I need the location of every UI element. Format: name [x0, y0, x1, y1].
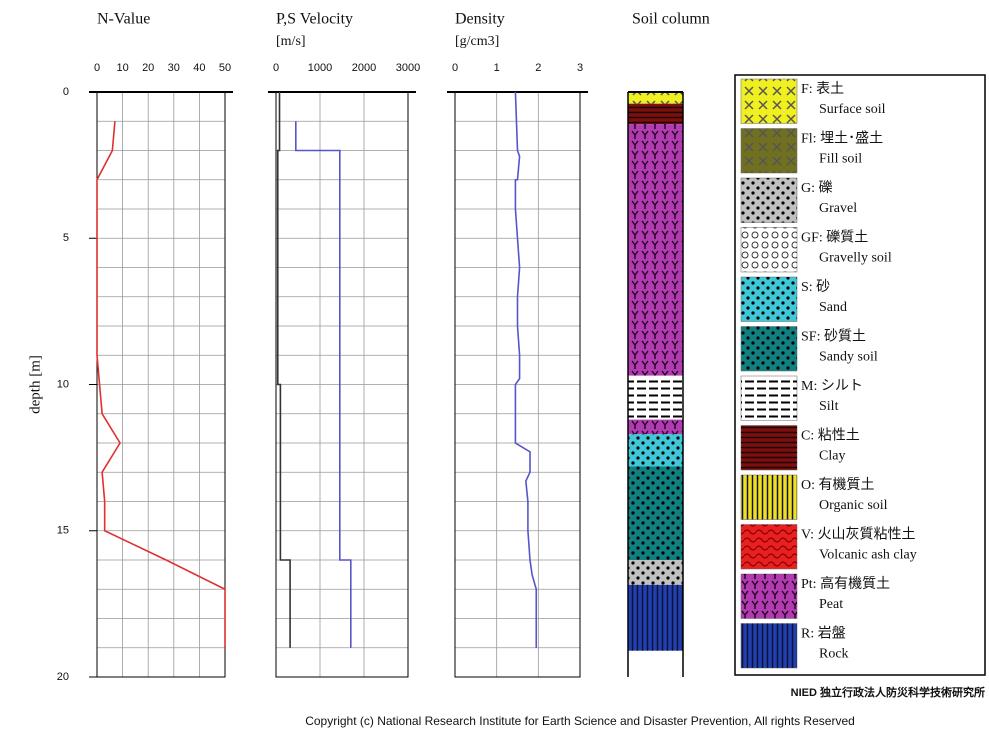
legend-sublabel: Sand	[819, 300, 847, 315]
layer-pattern	[628, 584, 683, 651]
layer-pattern	[628, 92, 683, 104]
x-tick-label: 40	[193, 62, 205, 74]
y-axis-label: depth [m]	[27, 355, 43, 414]
x-tick-label: 10	[116, 62, 128, 74]
legend-swatch-pattern	[741, 128, 797, 173]
layer-pattern	[628, 375, 683, 420]
legend-sublabel: Volcanic ash clay	[819, 548, 917, 563]
soil-layer	[628, 92, 683, 104]
legend-swatch-pattern	[741, 326, 797, 371]
soil-layer	[628, 124, 683, 376]
footer-org: NIED 独立行政法人防災科学技術研究所	[791, 685, 985, 699]
column-frame	[627, 92, 684, 677]
legend-label: V: 火山灰質粘性土	[801, 527, 915, 543]
y-tick-label: 10	[57, 378, 69, 390]
panel-title: N-Value	[97, 11, 150, 28]
legend-sublabel: Peat	[819, 597, 843, 612]
legend-label: M: シルト	[801, 379, 863, 394]
x-tick-label: 30	[168, 62, 180, 74]
layer-pattern	[628, 103, 683, 125]
footer-copyright: Copyright (c) National Research Institut…	[305, 714, 855, 728]
legend-sublabel: Sandy soil	[819, 350, 878, 365]
soil-layer	[628, 103, 683, 125]
y-tick-label: 15	[57, 525, 69, 537]
soil-layer	[628, 584, 683, 651]
legend-label: R: 岩盤	[801, 626, 846, 642]
y-tick-label: 20	[57, 671, 69, 683]
legend-sublabel: Rock	[819, 647, 849, 662]
legend-label: GF: 礫質土	[801, 230, 868, 246]
legend-swatch-pattern	[741, 178, 797, 223]
x-tick-label: 3	[577, 62, 583, 74]
legend-sublabel: Silt	[819, 399, 839, 414]
soil-layer	[628, 466, 683, 560]
legend-swatch-pattern	[741, 475, 797, 520]
x-tick-label: 1000	[308, 62, 332, 74]
legend-label: C: 粘性土	[801, 428, 860, 444]
soil-layer	[628, 434, 683, 467]
layer-pattern	[628, 434, 683, 467]
legend-swatch-pattern	[741, 574, 797, 619]
legend-swatch-pattern	[741, 79, 797, 124]
panel-title: Density	[455, 11, 505, 28]
legend-sublabel: Gravelly soil	[819, 251, 892, 266]
profile-line	[96, 121, 226, 648]
legend-swatch-pattern	[741, 623, 797, 668]
legend-swatch-pattern	[741, 524, 797, 569]
x-tick-label: 3000	[396, 62, 420, 74]
profile-line	[514, 91, 538, 648]
profile-line	[276, 92, 291, 648]
legend-sublabel: Gravel	[819, 201, 857, 216]
layer-pattern	[628, 466, 683, 560]
panel-title: Soil column	[632, 11, 710, 28]
x-tick-label: 0	[452, 62, 458, 74]
legend-box	[734, 74, 986, 676]
x-tick-label: 2	[535, 62, 541, 74]
x-tick-label: 50	[219, 62, 231, 74]
legend-label: SF: 砂質土	[801, 329, 866, 345]
x-tick-label: 1	[494, 62, 500, 74]
y-tick-label: 5	[63, 232, 69, 244]
legend-sublabel: Fill soil	[819, 152, 862, 167]
layer-pattern	[628, 419, 683, 435]
layer-pattern	[628, 560, 683, 585]
x-axis-label: [g/cm3]	[455, 34, 499, 49]
x-tick-label: 20	[142, 62, 154, 74]
profile-line	[294, 121, 352, 648]
soil-layer	[628, 419, 683, 435]
soil-layer	[628, 560, 683, 585]
legend-sublabel: Organic soil	[819, 498, 888, 513]
y-tick-label: 0	[63, 86, 69, 98]
x-tick-label: 0	[273, 62, 279, 74]
legend-label: G: 礫	[801, 180, 833, 196]
legend-label: F: 表土	[801, 81, 844, 97]
x-axis-label: [m/s]	[276, 34, 306, 49]
legend-swatch-pattern	[741, 425, 797, 470]
legend-label: Fl: 埋土･盛土	[801, 131, 883, 147]
x-tick-label: 2000	[352, 62, 376, 74]
legend-sublabel: Clay	[819, 449, 845, 464]
x-tick-label: 0	[94, 62, 100, 74]
layer-pattern	[628, 124, 683, 376]
soil-layer	[628, 375, 683, 420]
legend-label: S: 砂	[801, 279, 830, 295]
legend-swatch-pattern	[741, 376, 797, 421]
legend-swatch-pattern	[741, 227, 797, 272]
legend-sublabel: Surface soil	[819, 102, 886, 117]
panel-title: P,S Velocity	[276, 11, 353, 28]
legend-label: Pt: 高有機質土	[801, 575, 890, 592]
legend-swatch-pattern	[741, 277, 797, 322]
legend-label: O: 有機質土	[801, 477, 875, 493]
